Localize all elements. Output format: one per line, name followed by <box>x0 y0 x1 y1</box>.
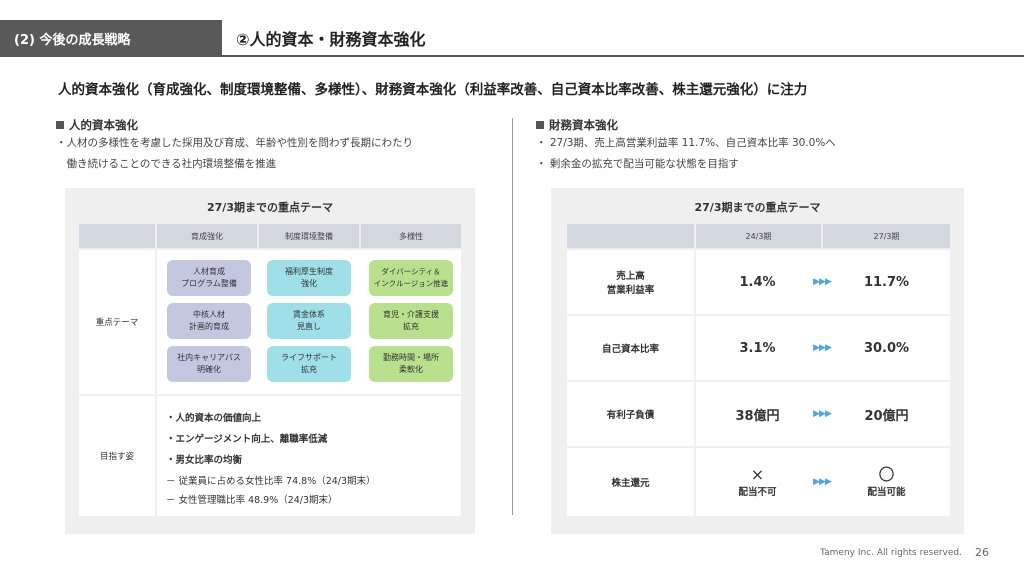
right-bullet-1: ・ 27/3期、売上高営業利益率 11.7%、自己資本比率 30.0%へ <box>536 137 836 149</box>
section-tag: (2) 今後の成長戦略 <box>0 20 222 57</box>
col-header-tayousei: 多様性 <box>361 224 461 248</box>
row-label-theme: 重点テーマ <box>79 250 155 394</box>
metric-label: 有利子負債 <box>567 382 694 446</box>
square-bullet-icon <box>56 121 64 129</box>
right-bullet-2: ・ 剰余金の拡充で配当可能な状態を目指す <box>536 158 739 170</box>
table-corner <box>567 224 694 248</box>
metric-value-from: 3.1% <box>739 340 776 356</box>
right-heading: 財務資本強化 <box>536 117 618 133</box>
theme-chip: 育児・介護支援 拡充 <box>369 303 453 339</box>
section-tag-rule <box>222 55 1024 57</box>
col-header-seido: 制度環境整備 <box>259 224 359 248</box>
theme-chip: 賃金体系 見直し <box>267 303 351 339</box>
metric-value-to: 30.0% <box>863 340 910 356</box>
row-label-goal: 目指す姿 <box>79 396 155 516</box>
col-header-ikusei: 育成強化 <box>157 224 257 248</box>
cross-icon: × <box>750 465 765 484</box>
col-header-2403: 24/3期 <box>696 224 821 248</box>
left-heading: 人的資本強化 <box>56 117 138 133</box>
metric-cell-body <box>696 316 950 380</box>
right-panel-title: 27/3期までの重点テーマ <box>694 201 821 214</box>
theme-chip: 社内キャリアパス 明確化 <box>167 346 251 382</box>
footer-copyright: Tameny Inc. All rights reserved. <box>820 548 962 558</box>
metric-cell-body <box>696 448 950 516</box>
metric-value-to: 11.7% <box>863 274 910 290</box>
theme-chip: 福利厚生制度 強化 <box>267 260 351 296</box>
metric-value-from: 38億円 <box>735 408 780 424</box>
metric-value-to: 20億円 <box>864 408 909 424</box>
theme-chip: ライフサポート 拡充 <box>267 346 351 382</box>
left-bullet-2: 働き続けることのできる社内環境整備を推進 <box>56 158 277 170</box>
arrow-icon: ▶▶▶ <box>813 277 832 287</box>
theme-chip: 中核人材 計画的育成 <box>167 303 251 339</box>
goal-item: － 女性管理職比率 48.9%（24/3期末） <box>166 495 338 506</box>
metric-cell-body <box>696 250 950 314</box>
goal-item: ・男女比率の均衡 <box>166 455 243 466</box>
left-panel-title: 27/3期までの重点テーマ <box>207 201 333 214</box>
goal-item: ・エンゲージメント向上、離職率低減 <box>166 434 328 445</box>
arrow-icon: ▶▶▶ <box>813 343 832 353</box>
metric-value-from: 1.4% <box>739 274 776 290</box>
page-number: 26 <box>975 546 989 559</box>
headline: 人的資本強化（育成強化、制度環境整備、多様性）、財務資本強化（利益率改善、自己資… <box>58 82 808 98</box>
left-bullet-1: ・人材の多様性を考慮した採用及び育成、年齢や性別を問わず長期にわたり <box>56 137 413 149</box>
dividend-status-to: 〇 配当可能 <box>823 448 950 516</box>
theme-chip: ダイバーシティ＆ インクルージョン推進 <box>369 260 453 296</box>
dividend-status-from: × 配当不可 <box>696 448 819 516</box>
metric-label: 自己資本比率 <box>567 316 694 380</box>
metric-cell-body <box>696 382 950 446</box>
dividend-status-label: 配当可能 <box>867 487 906 498</box>
page-title: ②人的資本・財務資本強化 <box>236 30 426 49</box>
circle-icon: 〇 <box>878 465 895 484</box>
metric-label: 売上高 営業利益率 <box>567 250 694 314</box>
col-header-2703: 27/3期 <box>823 224 950 248</box>
theme-chip: 勤務時間・場所 柔軟化 <box>369 346 453 382</box>
goal-item: ・人的資本の価値向上 <box>166 413 262 424</box>
metric-label: 株主還元 <box>567 448 694 516</box>
table-corner <box>79 224 155 248</box>
column-divider <box>512 118 513 515</box>
goal-item: － 従業員に占める女性比率 74.8%（24/3期末） <box>166 476 376 487</box>
dividend-status-label: 配当不可 <box>738 487 777 498</box>
arrow-icon: ▶▶▶ <box>813 409 832 419</box>
arrow-icon: ▶▶▶ <box>813 477 832 487</box>
theme-chip: 人材育成 プログラム整備 <box>167 260 251 296</box>
goal-cell-body <box>157 396 461 516</box>
square-bullet-icon <box>536 121 544 129</box>
